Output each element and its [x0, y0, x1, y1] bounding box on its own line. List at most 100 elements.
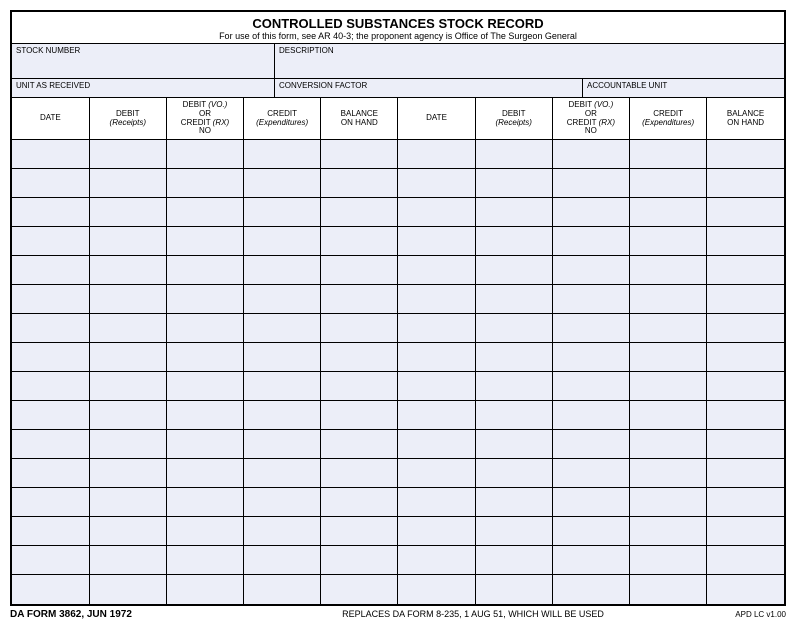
table-cell[interactable] [321, 430, 398, 459]
table-cell[interactable] [475, 256, 552, 285]
table-cell[interactable] [12, 546, 89, 575]
table-cell[interactable] [12, 517, 89, 546]
table-cell[interactable] [244, 314, 321, 343]
table-cell[interactable] [707, 227, 784, 256]
table-cell[interactable] [89, 198, 166, 227]
table-cell[interactable] [475, 314, 552, 343]
table-cell[interactable] [89, 140, 166, 169]
table-cell[interactable] [166, 169, 243, 198]
table-cell[interactable] [321, 488, 398, 517]
table-cell[interactable] [398, 198, 475, 227]
table-cell[interactable] [707, 459, 784, 488]
table-cell[interactable] [166, 546, 243, 575]
table-cell[interactable] [244, 256, 321, 285]
table-cell[interactable] [630, 517, 707, 546]
unit-received-field[interactable]: UNIT AS RECEIVED [12, 79, 274, 97]
table-cell[interactable] [398, 430, 475, 459]
table-cell[interactable] [89, 169, 166, 198]
table-cell[interactable] [707, 430, 784, 459]
table-cell[interactable] [166, 343, 243, 372]
table-cell[interactable] [552, 198, 629, 227]
table-cell[interactable] [552, 372, 629, 401]
table-cell[interactable] [244, 430, 321, 459]
table-cell[interactable] [552, 517, 629, 546]
table-cell[interactable] [12, 488, 89, 517]
table-cell[interactable] [321, 372, 398, 401]
table-cell[interactable] [552, 488, 629, 517]
table-cell[interactable] [244, 575, 321, 604]
table-cell[interactable] [630, 227, 707, 256]
table-cell[interactable] [166, 575, 243, 604]
table-cell[interactable] [475, 430, 552, 459]
table-cell[interactable] [398, 343, 475, 372]
table-cell[interactable] [630, 546, 707, 575]
table-cell[interactable] [552, 546, 629, 575]
table-cell[interactable] [321, 575, 398, 604]
table-cell[interactable] [630, 430, 707, 459]
table-cell[interactable] [552, 314, 629, 343]
table-cell[interactable] [630, 575, 707, 604]
table-cell[interactable] [630, 401, 707, 430]
table-cell[interactable] [89, 343, 166, 372]
table-cell[interactable] [475, 488, 552, 517]
table-cell[interactable] [12, 401, 89, 430]
table-cell[interactable] [321, 517, 398, 546]
table-cell[interactable] [12, 575, 89, 604]
table-cell[interactable] [89, 488, 166, 517]
table-cell[interactable] [89, 227, 166, 256]
table-cell[interactable] [12, 314, 89, 343]
table-cell[interactable] [12, 169, 89, 198]
table-cell[interactable] [552, 140, 629, 169]
table-cell[interactable] [630, 285, 707, 314]
table-cell[interactable] [321, 285, 398, 314]
table-cell[interactable] [398, 372, 475, 401]
table-cell[interactable] [166, 256, 243, 285]
table-cell[interactable] [398, 517, 475, 546]
table-cell[interactable] [166, 227, 243, 256]
table-cell[interactable] [552, 430, 629, 459]
table-cell[interactable] [12, 372, 89, 401]
table-cell[interactable] [707, 546, 784, 575]
table-cell[interactable] [321, 198, 398, 227]
table-cell[interactable] [244, 401, 321, 430]
table-cell[interactable] [89, 575, 166, 604]
table-cell[interactable] [89, 314, 166, 343]
table-cell[interactable] [707, 169, 784, 198]
table-cell[interactable] [244, 488, 321, 517]
table-cell[interactable] [475, 198, 552, 227]
table-cell[interactable] [166, 430, 243, 459]
table-cell[interactable] [12, 140, 89, 169]
table-cell[interactable] [475, 285, 552, 314]
table-cell[interactable] [321, 169, 398, 198]
table-cell[interactable] [630, 314, 707, 343]
table-cell[interactable] [398, 169, 475, 198]
table-cell[interactable] [475, 575, 552, 604]
description-field[interactable]: DESCRIPTION [274, 44, 784, 78]
table-cell[interactable] [321, 227, 398, 256]
table-cell[interactable] [707, 488, 784, 517]
table-cell[interactable] [475, 459, 552, 488]
table-cell[interactable] [244, 140, 321, 169]
table-cell[interactable] [244, 372, 321, 401]
table-cell[interactable] [12, 285, 89, 314]
table-cell[interactable] [321, 546, 398, 575]
table-cell[interactable] [12, 430, 89, 459]
table-cell[interactable] [166, 285, 243, 314]
table-cell[interactable] [630, 140, 707, 169]
table-cell[interactable] [475, 343, 552, 372]
table-cell[interactable] [707, 285, 784, 314]
table-cell[interactable] [398, 401, 475, 430]
table-cell[interactable] [398, 546, 475, 575]
table-cell[interactable] [707, 140, 784, 169]
table-cell[interactable] [321, 140, 398, 169]
table-cell[interactable] [475, 546, 552, 575]
table-cell[interactable] [398, 285, 475, 314]
table-cell[interactable] [321, 343, 398, 372]
table-cell[interactable] [398, 488, 475, 517]
accountable-unit-field[interactable]: ACCOUNTABLE UNIT [582, 79, 784, 97]
table-cell[interactable] [398, 256, 475, 285]
table-cell[interactable] [707, 256, 784, 285]
table-cell[interactable] [630, 372, 707, 401]
table-cell[interactable] [552, 575, 629, 604]
table-cell[interactable] [89, 430, 166, 459]
